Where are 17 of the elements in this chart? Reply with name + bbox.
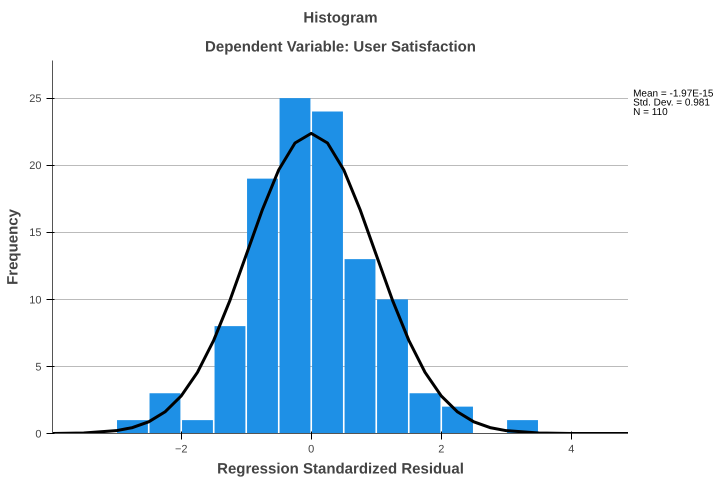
y-tick-label: 5 [35, 361, 42, 374]
x-tick-label: 2 [438, 444, 444, 456]
y-axis-title: Frequency [4, 208, 22, 285]
y-tick-label: 20 [29, 160, 42, 172]
y-tick-label: 10 [29, 294, 42, 306]
chart-subtitle: Dependent Variable: User Satisfaction [205, 38, 476, 56]
chart-title: Histogram [303, 10, 378, 26]
text: Std. Dev. = 0.981 [633, 98, 710, 109]
x-tick-label: 0 [308, 444, 314, 456]
x-axis-title: Regression Standardized Residual [217, 460, 464, 478]
text: Mean = -1.97E-15 [633, 88, 714, 100]
text: N = 110 [633, 106, 668, 118]
y-tick-label: 25 [29, 93, 42, 106]
y-tick-label: 15 [29, 227, 42, 240]
x-tick-label: 4 [568, 444, 574, 456]
y-tick-label: 0 [35, 428, 42, 440]
x-tick-label: −2 [174, 444, 188, 456]
